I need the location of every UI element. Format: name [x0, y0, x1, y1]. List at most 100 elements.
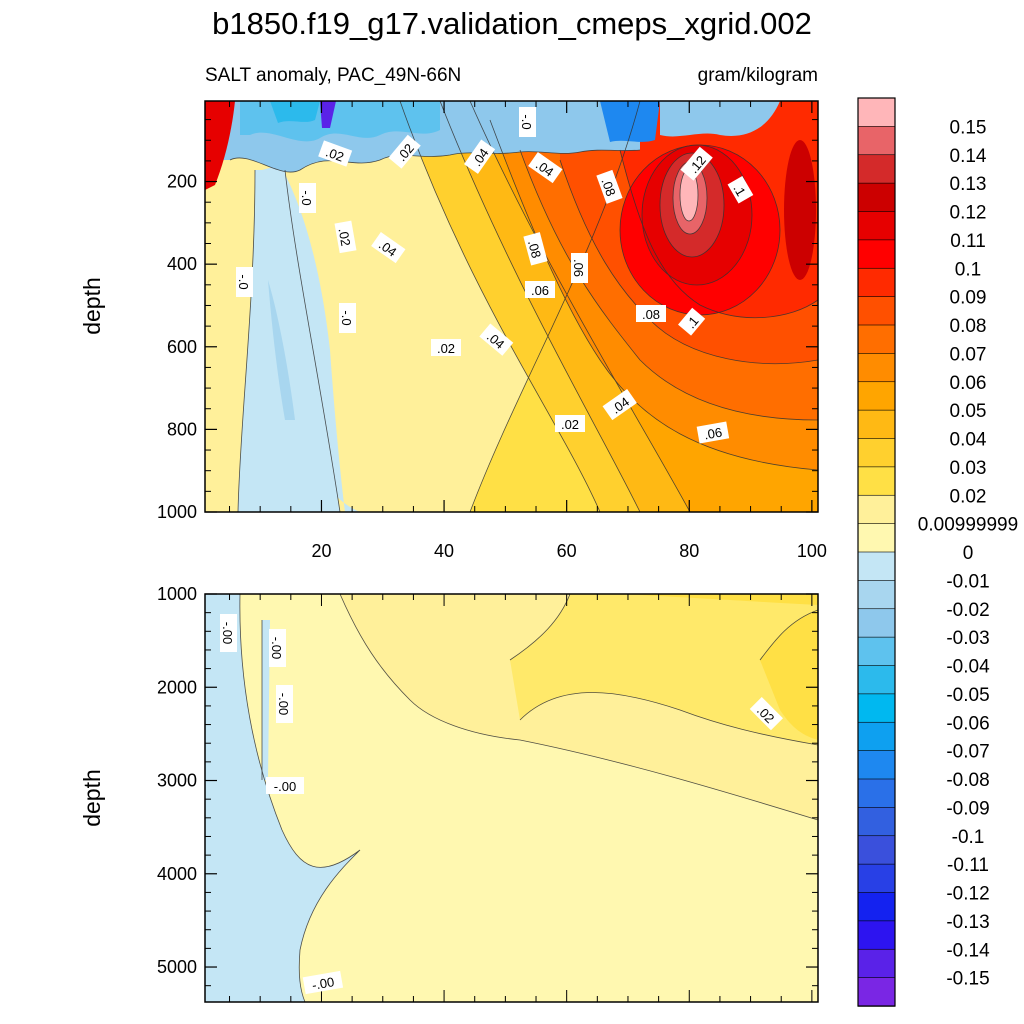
- contour-label-box: [571, 253, 588, 283]
- contour-label-box: [479, 323, 514, 356]
- top-contour-label: -.0: [519, 107, 536, 137]
- colorbar-label: -0.02: [946, 600, 989, 621]
- colorbar-label: -0.09: [946, 798, 989, 819]
- bottom-y-tick-labels: 1000 2000 3000 4000 5000: [157, 584, 197, 977]
- top-y-tick-label: 800: [167, 419, 197, 439]
- contour-label-box: [269, 629, 286, 667]
- colorbar-swatch: [857, 977, 896, 1007]
- colorbar-swatch: [857, 835, 896, 865]
- colorbar-swatch: [857, 778, 896, 809]
- contour-label-text: .08: [642, 307, 660, 322]
- contour-label-box: [555, 415, 585, 432]
- top-contour-label: -.0: [339, 303, 356, 333]
- top-x-tick-labels: 20 40 60 80 100: [311, 541, 826, 561]
- contour-label-text: -.00: [220, 622, 235, 644]
- contour-label-box: [519, 107, 536, 137]
- colorbar-swatch: [857, 466, 896, 496]
- subtitle-units: gram/kilogram: [698, 65, 818, 86]
- colorbar-swatch: [857, 750, 896, 780]
- colorbar-labels: 0.15 0.14 0.13 0.12 0.11 0.1 0.09 0.08 0.07 0.06 0…: [918, 117, 1018, 989]
- colorbar-label: -0.04: [946, 657, 990, 678]
- bottom-panel-fill: [205, 594, 818, 1002]
- top-panel-frame: [204, 100, 819, 513]
- top-x-tick-label: 100: [797, 541, 827, 561]
- top-x-tick-label: 80: [679, 541, 699, 561]
- bottom-y-tick-label: 2000: [157, 677, 197, 697]
- top-y-tick-labels: 200 400 600 800 1000: [157, 172, 197, 522]
- colorbar-swatch: [857, 636, 896, 667]
- bottom-contour-label: -.00: [269, 629, 286, 667]
- colorbar-swatch: [857, 892, 896, 922]
- contour-label-text: -.00: [311, 974, 336, 993]
- contour-label-text: .02: [336, 227, 354, 247]
- colorbar-label: -0.06: [946, 713, 989, 734]
- contour-label-box: [596, 169, 623, 204]
- colorbar-swatch: [857, 608, 896, 638]
- colorbar-label: 0.13: [950, 174, 987, 195]
- colorbar-label: 0.05: [950, 401, 987, 422]
- colorbar-swatch: [857, 353, 896, 383]
- bottom-panel-frame: [204, 593, 819, 1003]
- contour-label-text: -.0: [519, 114, 534, 129]
- top-contour-label: .02: [334, 220, 357, 254]
- contour-label-text: .06: [571, 259, 586, 277]
- contour-label-box: [220, 614, 237, 652]
- contour-label-box: [696, 421, 730, 444]
- top-y-tick-label: 1000: [157, 502, 197, 522]
- chart-title: b1850.f19_g17.validation_cmeps_xgrid.002: [212, 6, 812, 41]
- top-contour-label: .08: [596, 169, 623, 204]
- colorbar-swatch: [857, 296, 896, 326]
- colorbar-label: -0.07: [946, 742, 989, 763]
- colorbar-swatch: [857, 580, 896, 610]
- top-tick-marks: [205, 101, 818, 513]
- colorbar-swatch: [857, 693, 896, 723]
- colorbar-label: -0.13: [946, 912, 989, 933]
- contour-label-box: [388, 134, 421, 169]
- contour-label-box: [299, 183, 316, 213]
- colorbar-label: 0.07: [950, 344, 987, 365]
- colorbar-swatch: [857, 211, 896, 241]
- contour-label-box: [636, 305, 666, 322]
- bottom-contour-label: -.00: [266, 777, 304, 794]
- field-band-0.14: [680, 169, 698, 221]
- colorbar-swatch: [857, 494, 896, 525]
- top-contour-label: .02: [431, 339, 461, 356]
- colorbar-label: 0.12: [950, 203, 987, 224]
- colorbar-label: -0.11: [947, 855, 989, 876]
- colorbar-label: 0.03: [950, 458, 987, 479]
- bottom-y-tick-label: 4000: [157, 864, 197, 884]
- colorbar-label: -0.01: [946, 571, 989, 592]
- contour-label-box: [602, 389, 637, 421]
- colorbar-label: -0.1: [952, 827, 985, 848]
- field-band-surface-blue-4: [600, 101, 660, 142]
- colorbar-swatch: [857, 721, 896, 752]
- colorbar-label: 0.15: [950, 117, 987, 138]
- colorbar: [857, 97, 896, 1007]
- top-contour-label: .06: [696, 421, 730, 444]
- bottom-y-tick-label: 1000: [157, 584, 197, 604]
- colorbar-swatch: [857, 154, 896, 184]
- field-band-0.013-deep: [510, 594, 818, 745]
- colorbar-swatch: [857, 523, 896, 553]
- contour-label-box: [236, 267, 253, 297]
- contour-label-box: [727, 175, 754, 204]
- colorbar-frame: [857, 97, 896, 1007]
- top-x-tick-label: 60: [557, 541, 577, 561]
- top-x-tick-label: 20: [311, 541, 331, 561]
- contour-label-box: [528, 152, 563, 184]
- contour-label-box: [334, 220, 357, 254]
- colorbar-label: -0.12: [946, 884, 989, 905]
- bottom-contour-label: -.00: [276, 685, 293, 723]
- colorbar-swatch: [857, 97, 896, 128]
- colorbar-label: -0.15: [946, 969, 989, 990]
- top-contour-label: .1: [727, 175, 754, 204]
- colorbar-label: 0: [963, 543, 974, 564]
- top-contour-label: .1: [678, 307, 706, 336]
- bottom-contour-label: -.00: [220, 614, 237, 652]
- contour-label-box: [302, 970, 344, 995]
- contour-label-box: [318, 140, 353, 167]
- top-contour-label: -.0: [299, 183, 316, 213]
- top-contour-label: .02: [318, 140, 353, 167]
